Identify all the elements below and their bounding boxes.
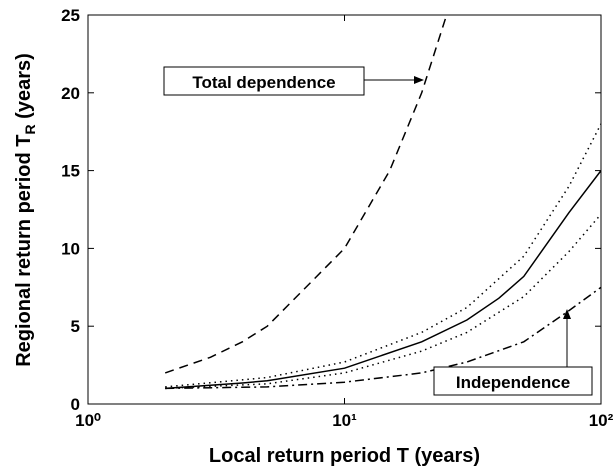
annotation-text: Total dependence bbox=[192, 73, 335, 92]
y-tick-label: 15 bbox=[61, 162, 80, 181]
y-axis-label: Regional return period TR (years) bbox=[13, 53, 38, 367]
y-tick-label: 5 bbox=[71, 317, 80, 336]
y-tick-label: 0 bbox=[71, 395, 80, 414]
y-tick-label: 10 bbox=[61, 239, 80, 258]
line bbox=[165, 213, 601, 390]
line bbox=[165, 123, 601, 388]
y-tick-label: 20 bbox=[61, 84, 80, 103]
x-tick-label: 10⁰ bbox=[75, 411, 101, 430]
line bbox=[164, 15, 448, 374]
x-tick-label: 10¹ bbox=[332, 411, 357, 430]
annotation-box bbox=[163, 66, 365, 96]
annotation-text: Independence bbox=[456, 373, 570, 392]
x-tick-label: 10² bbox=[589, 411, 614, 430]
y-tick-label: 25 bbox=[61, 6, 80, 25]
line bbox=[165, 170, 601, 390]
annotation-box bbox=[433, 366, 593, 396]
x-axis-label: Local return period T (years) bbox=[209, 445, 480, 467]
